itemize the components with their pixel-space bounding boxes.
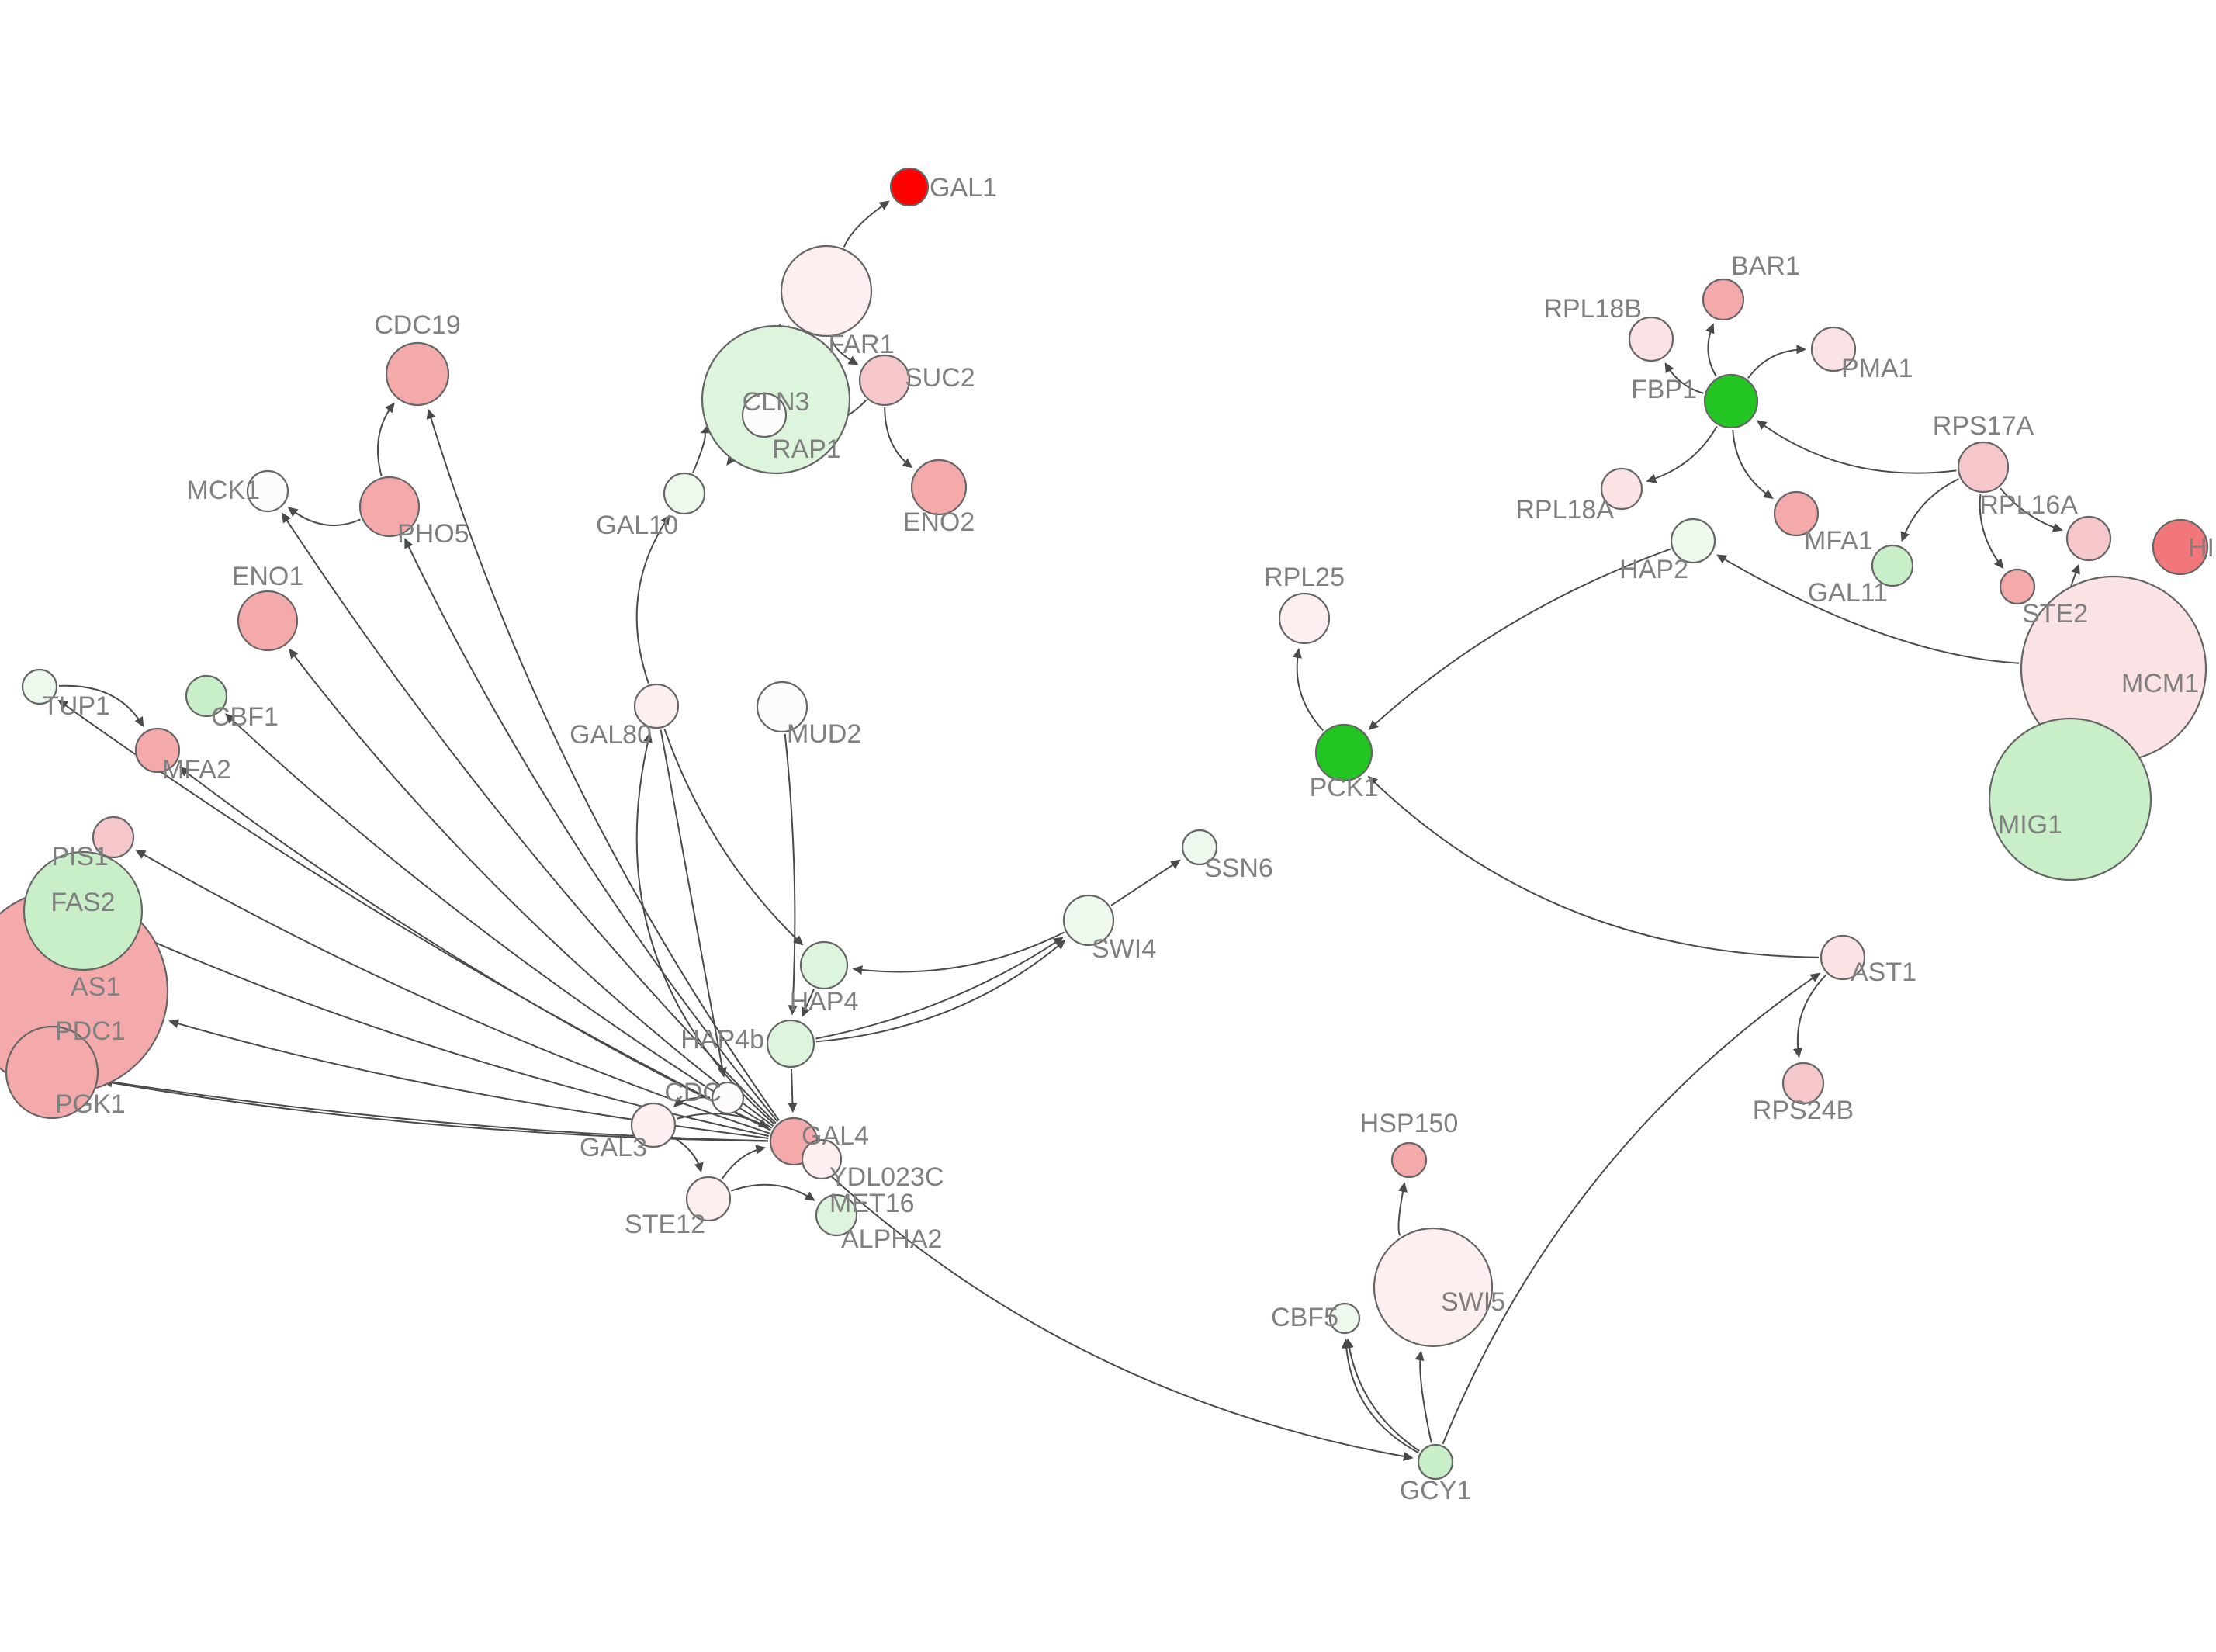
svg-text:PGK1: PGK1	[55, 1089, 126, 1119]
svg-text:CDC: CDC	[664, 1078, 722, 1107]
svg-text:CBF1: CBF1	[211, 702, 279, 732]
svg-text:GAL1: GAL1	[930, 173, 997, 203]
svg-text:FBP1: FBP1	[1631, 375, 1697, 404]
svg-text:GAL80: GAL80	[570, 720, 652, 750]
svg-text:GAL3: GAL3	[580, 1133, 647, 1162]
svg-text:HAP4: HAP4	[790, 987, 859, 1016]
svg-text:RPL16A: RPL16A	[1979, 490, 2078, 520]
svg-text:YDL023C: YDL023C	[829, 1162, 944, 1192]
svg-text:ENO2: ENO2	[903, 507, 975, 537]
svg-text:CDC19: CDC19	[374, 310, 460, 340]
svg-text:PHO5: PHO5	[397, 519, 469, 549]
svg-text:HAP2: HAP2	[1619, 555, 1688, 584]
svg-text:PIS1: PIS1	[51, 842, 109, 871]
svg-text:GCY1: GCY1	[1400, 1476, 1472, 1505]
svg-text:GAL4: GAL4	[802, 1121, 869, 1151]
svg-text:SUC2: SUC2	[905, 363, 975, 393]
svg-text:AS1: AS1	[71, 972, 120, 1002]
svg-text:HAP4b: HAP4b	[680, 1025, 764, 1055]
svg-text:RPL18A: RPL18A	[1515, 495, 1614, 525]
svg-text:RPS24B: RPS24B	[1753, 1096, 1854, 1125]
svg-text:GAL10: GAL10	[596, 511, 678, 540]
svg-text:ENO1: ENO1	[232, 562, 304, 591]
svg-text:PDC1: PDC1	[55, 1016, 126, 1046]
svg-text:SWI5: SWI5	[1441, 1287, 1505, 1317]
svg-text:MFA2: MFA2	[162, 755, 231, 784]
svg-text:RPS17A: RPS17A	[1933, 411, 2034, 441]
svg-text:STE2: STE2	[2022, 599, 2088, 629]
svg-text:STE12: STE12	[625, 1210, 705, 1239]
svg-text:AST1: AST1	[1851, 958, 1916, 987]
svg-text:ALPHA2: ALPHA2	[841, 1224, 942, 1254]
svg-text:MCM1: MCM1	[2121, 669, 2199, 698]
svg-text:MUD2: MUD2	[787, 719, 861, 749]
svg-text:MIG1: MIG1	[1998, 810, 2062, 840]
svg-text:PMA1: PMA1	[1841, 354, 1913, 383]
svg-text:RPL25: RPL25	[1264, 563, 1345, 592]
svg-text:CBF5: CBF5	[1271, 1303, 1338, 1332]
svg-text:GAL11: GAL11	[1808, 578, 1888, 608]
svg-text:PCK1: PCK1	[1310, 773, 1379, 802]
svg-text:HSP150: HSP150	[1360, 1109, 1459, 1138]
svg-text:RPL18B: RPL18B	[1543, 294, 1642, 324]
svg-text:MFA1: MFA1	[1804, 526, 1873, 556]
svg-text:CLN3: CLN3	[743, 387, 810, 417]
svg-text:BAR1: BAR1	[1731, 251, 1800, 281]
svg-text:MET16: MET16	[829, 1189, 915, 1218]
svg-text:SWI4: SWI4	[1092, 934, 1156, 964]
svg-text:SSN6: SSN6	[1204, 854, 1273, 883]
svg-text:RAP1: RAP1	[772, 435, 841, 464]
svg-text:FAR1: FAR1	[828, 330, 894, 359]
svg-text:MCK1: MCK1	[187, 476, 260, 505]
svg-text:FAS2: FAS2	[50, 888, 115, 917]
svg-text:TUP1: TUP1	[43, 691, 110, 721]
svg-text:HIS4: HIS4	[2188, 533, 2216, 563]
